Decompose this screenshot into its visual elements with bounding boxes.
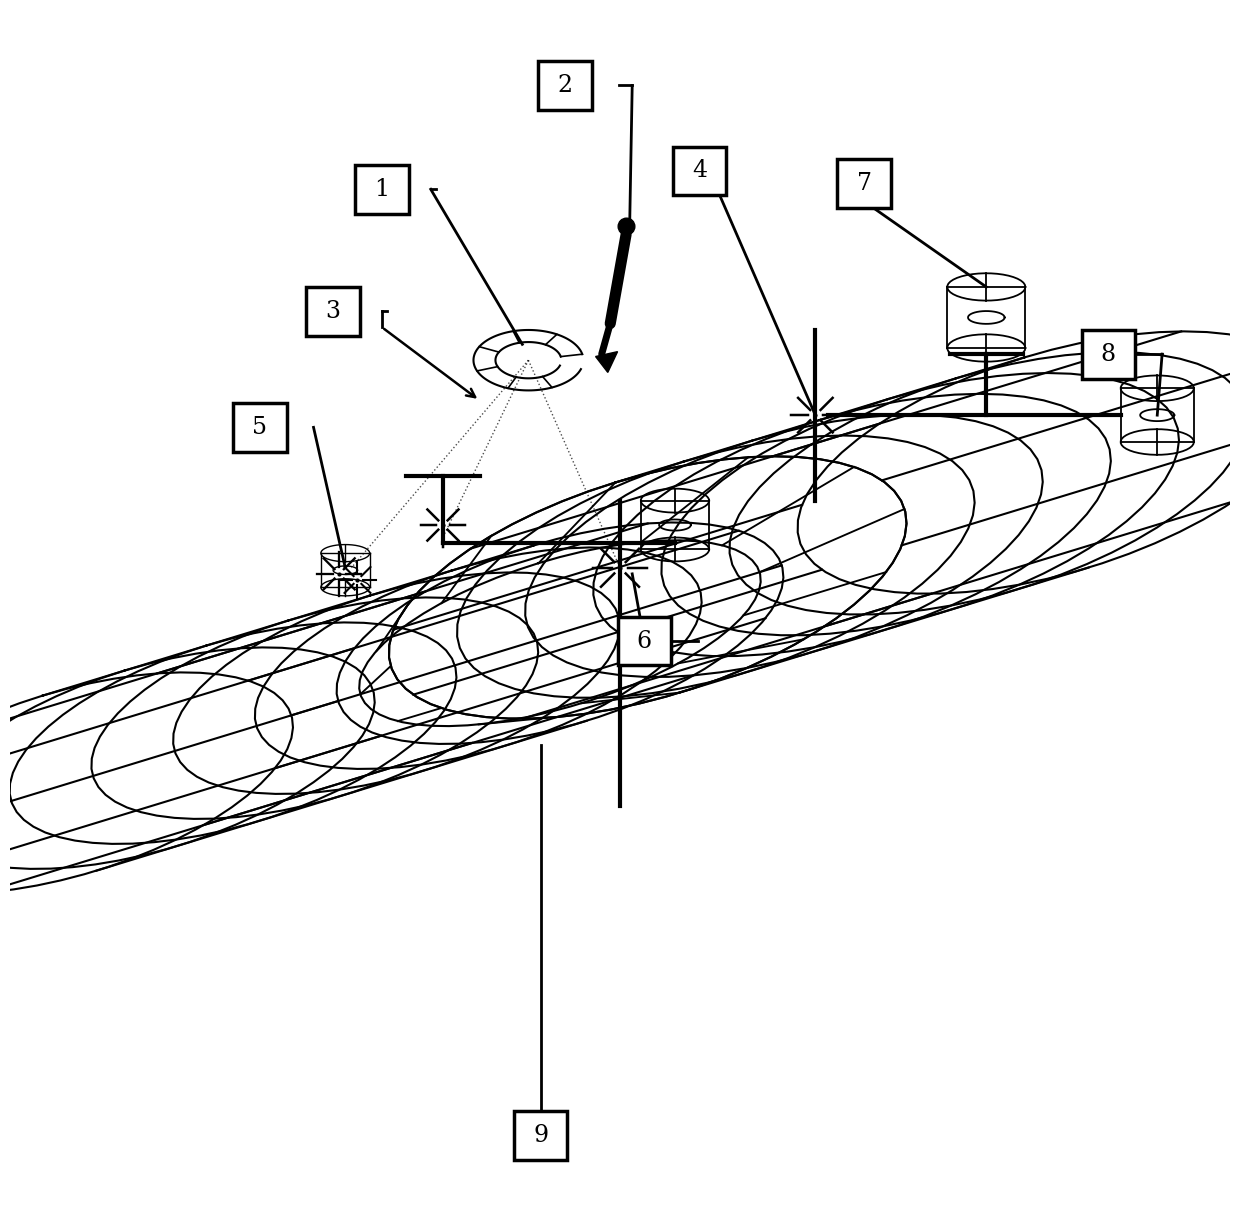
Text: 7: 7 xyxy=(857,172,872,194)
Text: 3: 3 xyxy=(326,300,341,322)
Text: 6: 6 xyxy=(637,630,652,652)
FancyBboxPatch shape xyxy=(1081,330,1136,379)
Text: 1: 1 xyxy=(374,178,389,200)
FancyBboxPatch shape xyxy=(672,147,727,195)
FancyBboxPatch shape xyxy=(306,287,360,336)
Polygon shape xyxy=(595,352,618,372)
FancyBboxPatch shape xyxy=(355,165,409,214)
FancyBboxPatch shape xyxy=(233,403,286,452)
FancyBboxPatch shape xyxy=(618,617,671,665)
FancyBboxPatch shape xyxy=(538,61,591,110)
Text: 2: 2 xyxy=(558,74,573,96)
FancyBboxPatch shape xyxy=(837,159,892,208)
Text: 4: 4 xyxy=(692,160,707,182)
Text: 8: 8 xyxy=(1101,343,1116,365)
FancyBboxPatch shape xyxy=(513,1111,568,1160)
Text: 9: 9 xyxy=(533,1125,548,1147)
Text: 5: 5 xyxy=(252,416,268,438)
